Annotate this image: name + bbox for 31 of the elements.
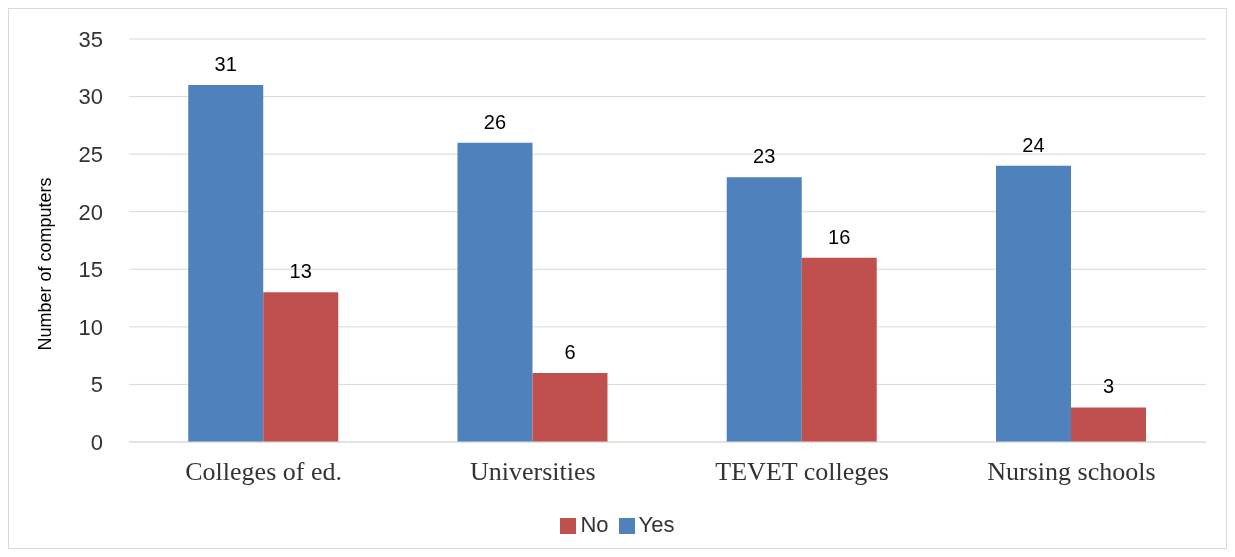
bar <box>188 85 264 442</box>
data-label: 16 <box>828 225 851 248</box>
y-tick-label: 25 <box>78 141 103 167</box>
y-tick-label: 5 <box>90 372 103 398</box>
y-tick-label: 35 <box>78 26 103 52</box>
x-tick-label: Nursing schools <box>987 457 1156 487</box>
data-label: 6 <box>564 340 576 363</box>
bar <box>263 292 339 442</box>
data-label: 26 <box>483 110 507 133</box>
y-tick-label: 10 <box>78 314 103 340</box>
legend-label: Yes <box>638 512 675 537</box>
data-label: 23 <box>753 145 776 168</box>
bar <box>726 177 802 442</box>
legend-label: No <box>580 512 609 537</box>
x-tick-label: Colleges of ed. <box>185 457 342 487</box>
data-label: 31 <box>214 53 237 76</box>
x-tick-label: Universities <box>470 457 596 487</box>
data-label: 3 <box>1102 375 1115 398</box>
y-tick-label: 30 <box>78 84 103 110</box>
bar <box>457 142 533 442</box>
bar <box>532 372 608 442</box>
y-axis-title: Number of computers <box>35 177 56 351</box>
data-label: 24 <box>1022 133 1045 156</box>
y-tick-label: 0 <box>90 429 103 455</box>
x-tick-label: TEVET colleges <box>715 457 889 487</box>
y-tick-label: 20 <box>78 199 103 225</box>
y-tick-label: 15 <box>78 257 103 283</box>
bar <box>995 165 1071 442</box>
bar <box>1070 407 1146 442</box>
data-label: 13 <box>289 260 312 283</box>
bar <box>801 257 877 442</box>
